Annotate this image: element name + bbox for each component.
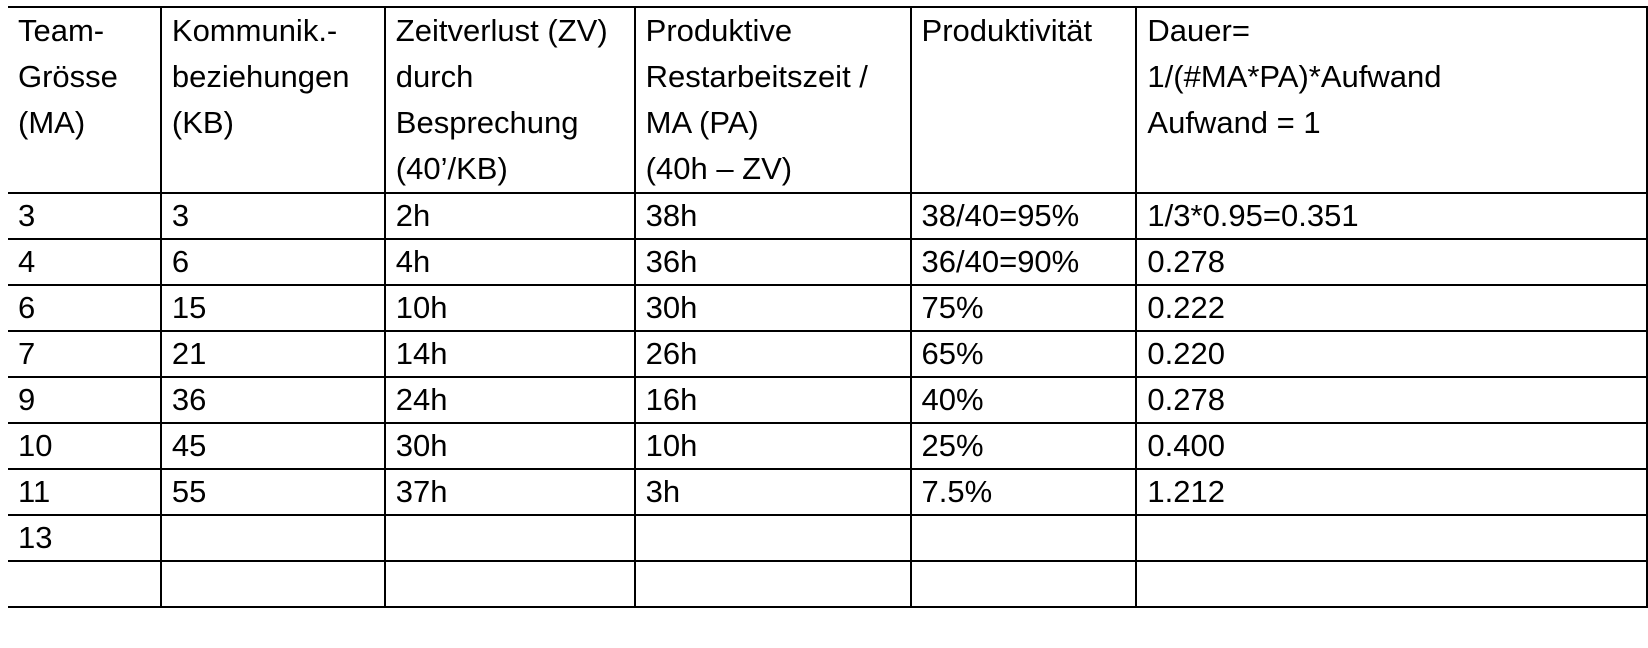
table-cell-duration: 0.400 — [1135, 422, 1648, 470]
table-cell-productivity: 7.5% — [909, 468, 1138, 516]
table-cell-productivity: 36/40=90% — [909, 238, 1138, 286]
header-cell-time-loss: Zeitverlust (ZV) durch Besprechung (40’/KB) — [383, 6, 636, 194]
header-cell-communication-relations: Kommunik.- beziehungen (KB) — [159, 6, 386, 194]
table-row: 3 3 2h 38h 38/40=95% 1/3*0.95=0.351 — [8, 192, 1648, 240]
table-cell-duration: 0.278 — [1135, 238, 1648, 286]
table-cell-team-size: 4 — [8, 238, 162, 286]
header-cell-team-size: Team- Grösse (MA) — [8, 6, 162, 194]
table-cell-time-loss: 2h — [383, 192, 636, 240]
table-cell-time-loss: 14h — [383, 330, 636, 378]
table-cell-team-size: 10 — [8, 422, 162, 470]
table-cell-team-size: 7 — [8, 330, 162, 378]
header-line: Kommunik.- — [171, 13, 338, 48]
header-line: Produktivität — [921, 13, 1093, 48]
table-cell-productive-remaining-time: 26h — [633, 330, 912, 378]
table-cell-productivity: 40% — [909, 376, 1138, 424]
table-cell-team-size — [8, 560, 162, 608]
table-cell-time-loss: 24h — [383, 376, 636, 424]
header-line: Restarbeitszeit / — [645, 59, 868, 94]
table-cell-communication-relations: 15 — [159, 284, 386, 332]
table-cell-communication-relations: 45 — [159, 422, 386, 470]
table-cell-team-size: 6 — [8, 284, 162, 332]
header-line: beziehungen — [171, 59, 350, 94]
table-row: 10 45 30h 10h 25% 0.400 — [8, 422, 1648, 470]
header-line: Zeitverlust (ZV) — [395, 13, 608, 48]
header-line: Team- — [18, 13, 105, 48]
header-line: (MA) — [18, 105, 86, 140]
table-cell-productive-remaining-time: 10h — [633, 422, 912, 470]
table-row — [8, 560, 1648, 608]
header-line: Produktive — [645, 13, 793, 48]
table-row: 4 6 4h 36h 36/40=90% 0.278 — [8, 238, 1648, 286]
header-line: (40h – ZV) — [645, 151, 793, 186]
table-cell-time-loss: 10h — [383, 284, 636, 332]
table-row: 9 36 24h 16h 40% 0.278 — [8, 376, 1648, 424]
table-cell-time-loss: 30h — [383, 422, 636, 470]
table-cell-productivity — [909, 514, 1138, 562]
table-cell-duration: 1.212 — [1135, 468, 1648, 516]
table-cell-team-size: 3 — [8, 192, 162, 240]
table-cell-time-loss: 37h — [383, 468, 636, 516]
header-line: Grösse — [18, 59, 118, 94]
header-line: Aufwand = 1 — [1147, 105, 1321, 140]
header-cell-duration: Dauer= 1/(#MA*PA)*Aufwand Aufwand = 1 — [1135, 6, 1648, 194]
table-cell-team-size: 11 — [8, 468, 162, 516]
table-cell-team-size: 9 — [8, 376, 162, 424]
table-cell-productivity: 65% — [909, 330, 1138, 378]
table-cell-communication-relations: 21 — [159, 330, 386, 378]
table-cell-communication-relations: 6 — [159, 238, 386, 286]
table-cell-duration: 1/3*0.95=0.351 — [1135, 192, 1648, 240]
header-line: (KB) — [171, 105, 234, 140]
table-cell-communication-relations — [159, 514, 386, 562]
table-cell-communication-relations: 36 — [159, 376, 386, 424]
header-cell-productive-remaining-time: Produktive Restarbeitszeit / MA (PA) (40h –… — [633, 6, 912, 194]
table-cell-productivity — [909, 560, 1138, 608]
header-line: (40’/KB) — [395, 151, 508, 186]
table-cell-productive-remaining-time: 36h — [633, 238, 912, 286]
table-cell-productive-remaining-time: 16h — [633, 376, 912, 424]
table-cell-time-loss: 4h — [383, 238, 636, 286]
table-cell-productivity: 25% — [909, 422, 1138, 470]
table-cell-duration — [1135, 560, 1648, 608]
header-line: 1/(#MA*PA)*Aufwand — [1147, 59, 1442, 94]
table-cell-productivity: 75% — [909, 284, 1138, 332]
table-cell-communication-relations — [159, 560, 386, 608]
table-cell-duration: 0.278 — [1135, 376, 1648, 424]
team-productivity-table: Team- Grösse (MA) Kommunik.- beziehungen (KB)… — [8, 6, 1648, 608]
table-row: 6 15 10h 30h 75% 0.222 — [8, 284, 1648, 332]
table-cell-productive-remaining-time — [633, 514, 912, 562]
header-line: durch — [395, 59, 474, 94]
table-cell-communication-relations: 55 — [159, 468, 386, 516]
table-cell-productive-remaining-time — [633, 560, 912, 608]
header-line: Besprechung — [395, 105, 579, 140]
header-row: Team- Grösse (MA) Kommunik.- beziehungen (KB)… — [8, 6, 1648, 194]
table-cell-communication-relations: 3 — [159, 192, 386, 240]
table-cell-productive-remaining-time: 30h — [633, 284, 912, 332]
table-cell-duration: 0.220 — [1135, 330, 1648, 378]
table-cell-team-size: 13 — [8, 514, 162, 562]
table-cell-time-loss — [383, 560, 636, 608]
table-row: 13 — [8, 514, 1648, 562]
table-cell-time-loss — [383, 514, 636, 562]
table-cell-duration — [1135, 514, 1648, 562]
header-line: MA (PA) — [645, 105, 759, 140]
header-cell-productivity: Produktivität — [909, 6, 1138, 194]
table-cell-productivity: 38/40=95% — [909, 192, 1138, 240]
table-cell-productive-remaining-time: 38h — [633, 192, 912, 240]
table-row: 7 21 14h 26h 65% 0.220 — [8, 330, 1648, 378]
header-line: Dauer= — [1147, 13, 1250, 48]
table-cell-productive-remaining-time: 3h — [633, 468, 912, 516]
table-cell-duration: 0.222 — [1135, 284, 1648, 332]
table-row: 11 55 37h 3h 7.5% 1.212 — [8, 468, 1648, 516]
